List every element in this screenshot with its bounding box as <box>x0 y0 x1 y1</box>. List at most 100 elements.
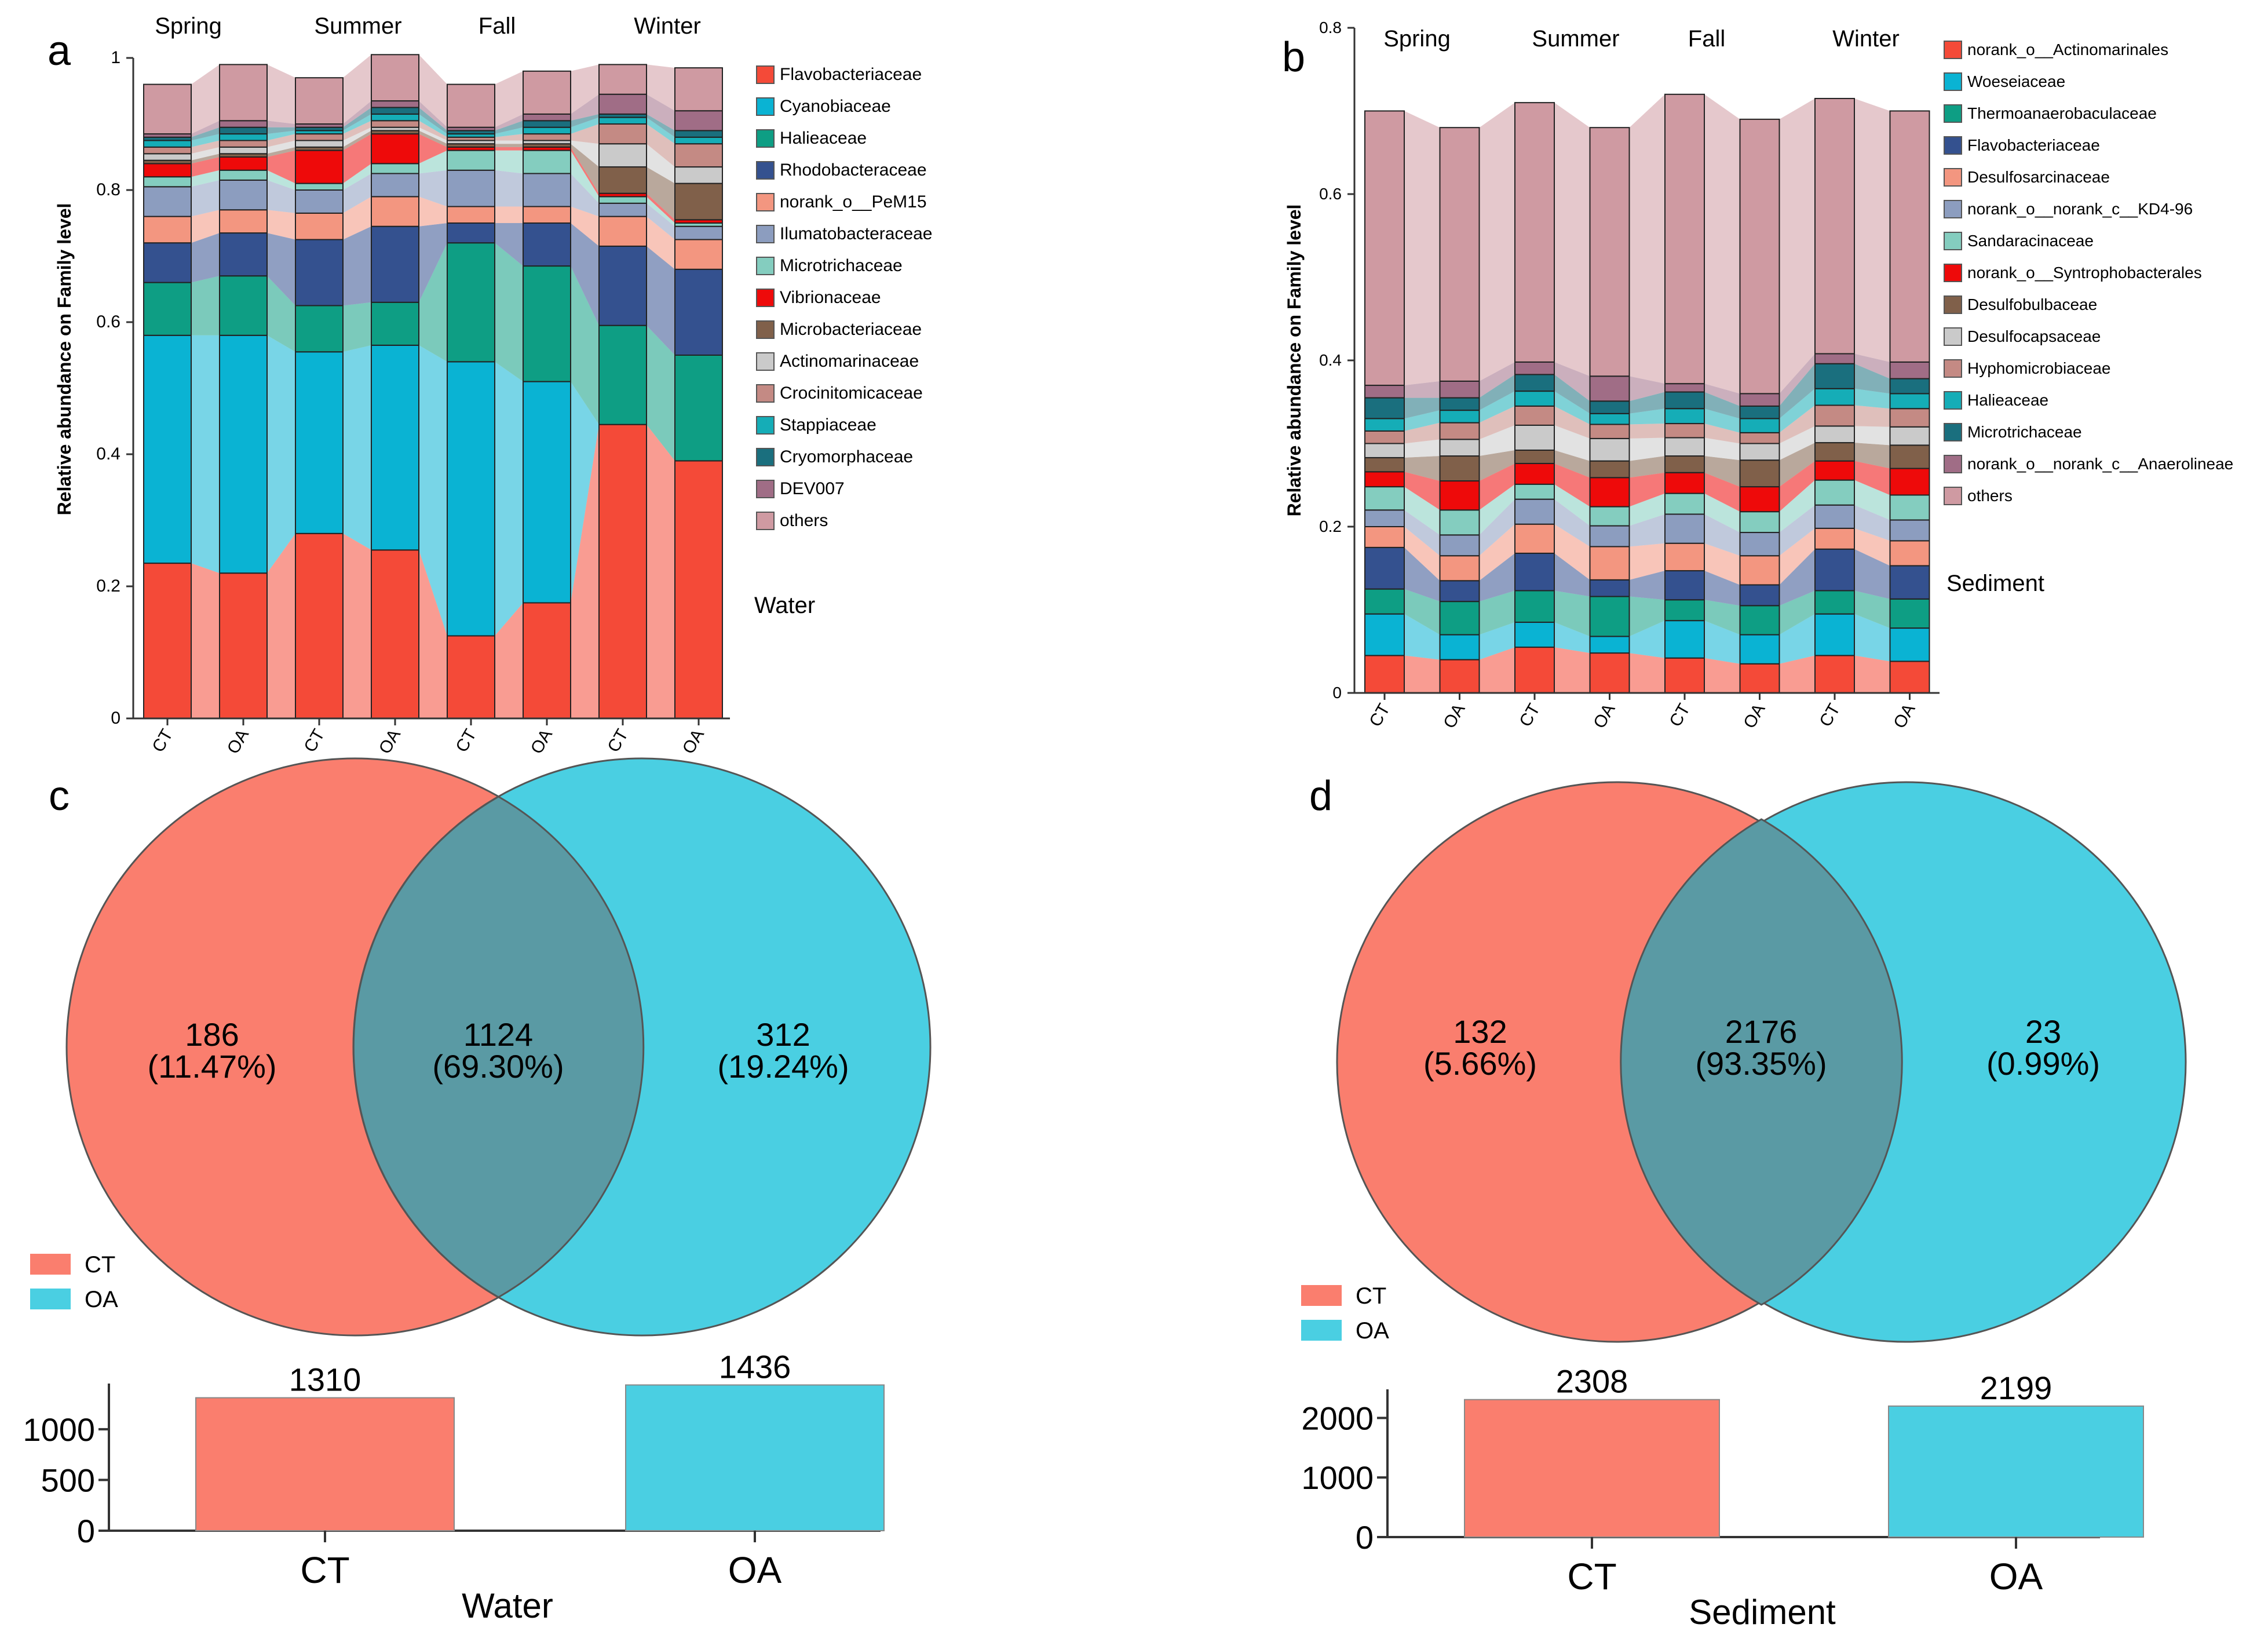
legend-swatch-halieaceae <box>1944 391 1962 410</box>
flow-desulfobulbaceae <box>1779 443 1815 487</box>
legend-swatch-cyanobiaceae <box>756 97 775 116</box>
bar-segment-halieaceae <box>1889 393 1930 410</box>
flow-cyanobiaceae <box>267 335 295 574</box>
y-tick-label: 0 <box>1356 1519 1374 1556</box>
bar-segment-others <box>143 83 192 135</box>
flow-flavobacteriaceae <box>1629 571 1665 600</box>
flow-norank-o-syntrophobacterales <box>1854 461 1890 495</box>
legend-label-desulfocapsaceae: Desulfocapsaceae <box>1967 327 2101 345</box>
bar-segment-microtrichaceae <box>1439 397 1480 411</box>
bar-segment-thermoanaerobaculaceae <box>1514 590 1555 623</box>
bar-segment-halieaceae <box>447 242 495 363</box>
legend-label-norank-o-actinomarinales: norank_o__Actinomarinales <box>1967 41 2168 59</box>
flow-vibrionaceae <box>267 150 295 184</box>
bar-segment-microtrichaceae <box>523 149 571 174</box>
bar-segment-cyanobiaceae <box>371 344 419 551</box>
bar-segment-rhodobacteraceae <box>674 268 723 356</box>
flow-desulfobulbaceae <box>1479 450 1515 481</box>
flow-cryomorphaceae <box>647 114 675 137</box>
bar-segment-microtrichaceae <box>1814 363 1855 389</box>
legend-label-flavobacteriaceae: Flavobacteriaceae <box>1967 136 2100 154</box>
flow-norank-o-norank-c-anaerolineae <box>1779 353 1815 406</box>
legend-swatch-norank-o-syntrophobacterales <box>1944 264 1962 282</box>
flow-ilumatobacteraceae <box>191 180 220 217</box>
y-tick-label: 0.2 <box>96 576 120 596</box>
bar-segment-crocinitomicaceae <box>523 133 571 141</box>
flow-woeseiaceae <box>1779 614 1815 664</box>
bar-segment-norank-o-pem15 <box>371 196 419 227</box>
legend-swatch-oa <box>1301 1320 1342 1341</box>
legend-label-actinomarinaceae: Actinomarinaceae <box>780 352 919 371</box>
flow-stappiaceae <box>191 134 220 147</box>
flow-microtrichaceae <box>343 163 371 190</box>
flow-sandaracinaceae <box>1479 484 1515 535</box>
flow-desulfobulbaceae <box>1704 456 1740 487</box>
flow-actinomarinaceae <box>571 140 599 167</box>
y-tick-label: 500 <box>41 1462 95 1498</box>
flow-others <box>1779 98 1815 394</box>
bar-segment-halieaceae <box>1739 418 1780 433</box>
flow-halieaceae <box>191 276 220 335</box>
bar-segment-actinomarinaceae <box>219 146 268 155</box>
flow-flavobacteriaceae <box>1704 571 1740 606</box>
flow-microtrichaceae <box>495 150 523 174</box>
flow-thermoanaerobaculaceae <box>1704 600 1740 635</box>
bar-segment-norank-o-syntrophobacterales <box>1814 460 1855 481</box>
flow-crocinitomicaceae <box>343 121 371 141</box>
flow-vibrionaceae <box>191 157 220 177</box>
flow-microtrichaceae <box>1629 392 1665 414</box>
venn-legend-sediment: CT OA <box>1301 1283 1389 1344</box>
legend-swatch-ct <box>1301 1285 1342 1306</box>
bar-segment-vibrionaceae <box>295 149 344 184</box>
y-tick-label: 0 <box>111 709 120 728</box>
bar-segment-norank-o-syntrophobacterales <box>1664 472 1705 494</box>
bar-segment-others <box>1364 110 1405 386</box>
venn-right-count: 23 <box>2025 1013 2061 1050</box>
bar-segment-hyphomicrobiaceae <box>1589 424 1630 439</box>
bar-segment-desulfosarcinaceae <box>1364 526 1405 548</box>
legend-swatch-woeseiaceae <box>1944 72 1962 91</box>
legend-label-cyanobiaceae: Cyanobiaceae <box>780 97 891 116</box>
x-tick-label: OA <box>1890 700 1919 732</box>
bar-segment-halieaceae <box>523 265 571 382</box>
bar-segment-actinomarinaceae <box>674 166 723 184</box>
flow-desulfocapsaceae <box>1554 425 1590 461</box>
flow-norank-o-pem15 <box>495 206 523 223</box>
bar-segment-desulfocapsaceae <box>1439 439 1480 457</box>
bar-segment-dev007 <box>598 93 647 115</box>
bar-segment-microtrichaceae <box>1364 397 1405 419</box>
flow-microtrichaceae <box>1704 392 1740 419</box>
bar-segment-woeseiaceae <box>1589 636 1630 654</box>
flow-woeseiaceae <box>1404 614 1440 660</box>
bar-segment-others <box>219 64 268 122</box>
flow-stappiaceae <box>571 117 599 134</box>
legend-label-rhodobacteraceae: Rhodobacteraceae <box>780 160 927 180</box>
flow-desulfosarcinaceae <box>1479 524 1515 581</box>
flow-norank-o-norank-c-anaerolineae <box>1629 376 1665 402</box>
legend-label-vibrionaceae: Vibrionaceae <box>780 288 881 307</box>
legend-swatch-rhodobacteraceae <box>756 161 775 180</box>
bar-segment-hyphomicrobiaceae <box>1814 404 1855 427</box>
bar-segment-norank-o-pem15 <box>674 239 723 270</box>
season-label: Winter <box>1832 26 1900 52</box>
x-category-label: OA <box>1989 1556 2043 1597</box>
bar-segment-thermoanaerobaculaceae <box>1739 605 1780 636</box>
flow-halieaceae <box>1854 388 1890 409</box>
bar-segment-halieaceae <box>1814 388 1855 406</box>
legend-swatch-crocinitomicaceae <box>756 384 775 403</box>
legend-swatch-norank-o-actinomarinales <box>1944 41 1962 59</box>
flow-microtrichaceae <box>1554 374 1590 414</box>
bar-segment-halieaceae <box>219 275 268 336</box>
venn-labels-sediment: 132 (5.66%) 2176 (93.35%) 23 (0.99%) <box>1423 1013 2100 1082</box>
legend-swatch-flavobacteriaceae <box>756 65 775 84</box>
flow-others <box>495 71 523 127</box>
panel-c: c 186 (11.47%) 1124 (69.30%) 312 (19.24%… <box>23 757 932 1625</box>
bar-segment-flavobacteriaceae <box>1664 570 1705 601</box>
flow-thermoanaerobaculaceae <box>1629 596 1665 637</box>
bar-segment-halieaceae <box>1664 408 1705 425</box>
legend-label-cryomorphaceae: Cryomorphaceae <box>780 447 913 466</box>
bar-segment-norank-o-norank-c-anaerolineae <box>1814 353 1855 364</box>
bar-segment-norank-o-norank-c-kd4-96 <box>1664 513 1705 544</box>
bar-segment-halieaceae <box>598 324 647 425</box>
legend-swatch-hyphomicrobiaceae <box>1944 359 1962 378</box>
